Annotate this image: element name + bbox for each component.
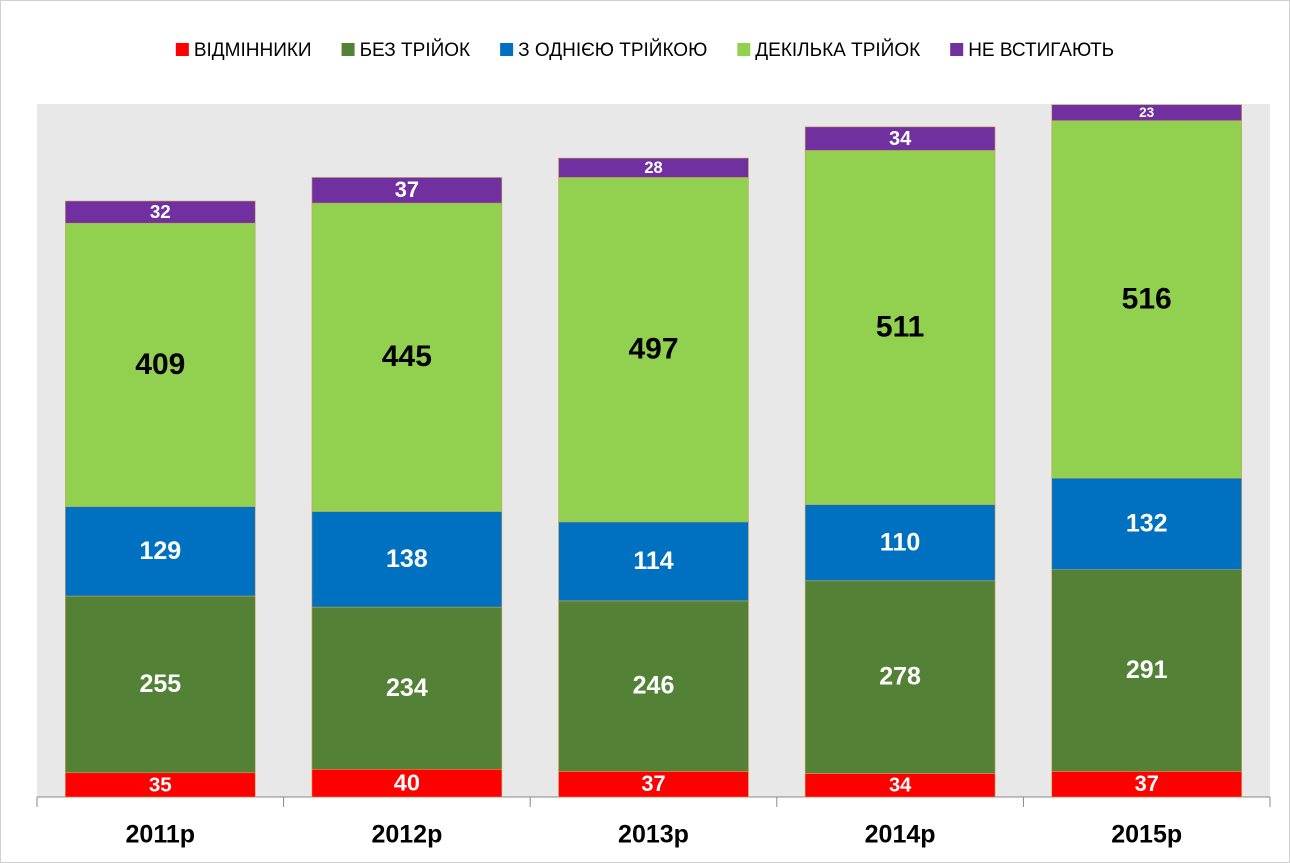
data-label: 132 bbox=[1126, 510, 1168, 538]
data-label: 511 bbox=[876, 310, 924, 343]
data-label: 129 bbox=[139, 537, 181, 565]
data-label: 34 bbox=[889, 128, 912, 150]
bar-segment bbox=[1051, 120, 1242, 479]
x-tick-label: 2012р bbox=[371, 821, 442, 849]
x-tick-label: 2011р bbox=[126, 821, 196, 849]
data-label: 246 bbox=[633, 672, 675, 700]
data-label: 37 bbox=[641, 771, 665, 796]
data-label: 445 bbox=[382, 340, 432, 373]
data-label: 114 bbox=[633, 547, 673, 575]
bar-segment bbox=[804, 504, 996, 582]
bar-segment bbox=[65, 222, 256, 507]
data-label: 110 bbox=[880, 528, 920, 556]
data-label: 255 bbox=[139, 670, 181, 698]
data-label: 138 bbox=[386, 545, 428, 573]
legend-swatch bbox=[341, 43, 355, 56]
legend-label: НЕ ВСТИГАЮТЬ bbox=[968, 40, 1114, 61]
bar-segment bbox=[1051, 104, 1242, 121]
data-label: 234 bbox=[386, 674, 428, 702]
bar-segment bbox=[804, 150, 996, 505]
legend-label: ВІДМІННИКИ bbox=[194, 40, 312, 61]
bar-segment bbox=[1051, 477, 1242, 570]
bar-segment bbox=[804, 126, 996, 151]
legend-label: ДЕКІЛЬКА ТРІЙОК bbox=[755, 39, 920, 61]
bar-segment bbox=[65, 200, 256, 224]
data-label: 37 bbox=[1135, 771, 1159, 796]
bar-segment bbox=[1051, 771, 1242, 798]
data-label: 23 bbox=[1139, 105, 1155, 120]
bar-segment bbox=[311, 177, 503, 204]
legend-swatch bbox=[737, 43, 751, 56]
data-label: 278 bbox=[879, 663, 921, 691]
data-label: 40 bbox=[394, 769, 420, 795]
bar-segment bbox=[1051, 569, 1242, 772]
x-tick-label: 2015р bbox=[1111, 821, 1182, 849]
data-label: 32 bbox=[150, 201, 171, 222]
x-tick-label: 2013р bbox=[618, 821, 689, 849]
bar-segment bbox=[558, 600, 749, 772]
data-label: 35 bbox=[149, 773, 172, 796]
legend-swatch bbox=[950, 43, 964, 56]
bar-segment bbox=[558, 521, 749, 602]
bar-segment bbox=[311, 202, 503, 512]
data-label: 37 bbox=[395, 177, 419, 202]
bar-segment bbox=[311, 511, 503, 608]
legend-swatch bbox=[175, 43, 189, 56]
data-label: 28 bbox=[644, 159, 662, 177]
bar-segment bbox=[65, 772, 256, 798]
data-label: 497 bbox=[628, 333, 678, 366]
bar-segment bbox=[558, 177, 749, 523]
bar-segment bbox=[311, 768, 503, 798]
data-label: 291 bbox=[1126, 656, 1168, 684]
bar-segment bbox=[65, 506, 256, 597]
bar-segment bbox=[558, 157, 749, 178]
x-tick-label: 2014р bbox=[865, 821, 936, 849]
bar-segment bbox=[65, 595, 256, 774]
legend-label: БЕЗ ТРІЙОК bbox=[360, 39, 471, 61]
legend-label: З ОДНІЄЮ ТРІЙКОЮ bbox=[518, 39, 707, 61]
legend-swatch bbox=[500, 43, 514, 56]
data-label: 34 bbox=[889, 775, 912, 797]
bar-segment bbox=[311, 606, 503, 770]
data-label: 409 bbox=[135, 348, 185, 381]
data-label: 516 bbox=[1122, 282, 1172, 315]
